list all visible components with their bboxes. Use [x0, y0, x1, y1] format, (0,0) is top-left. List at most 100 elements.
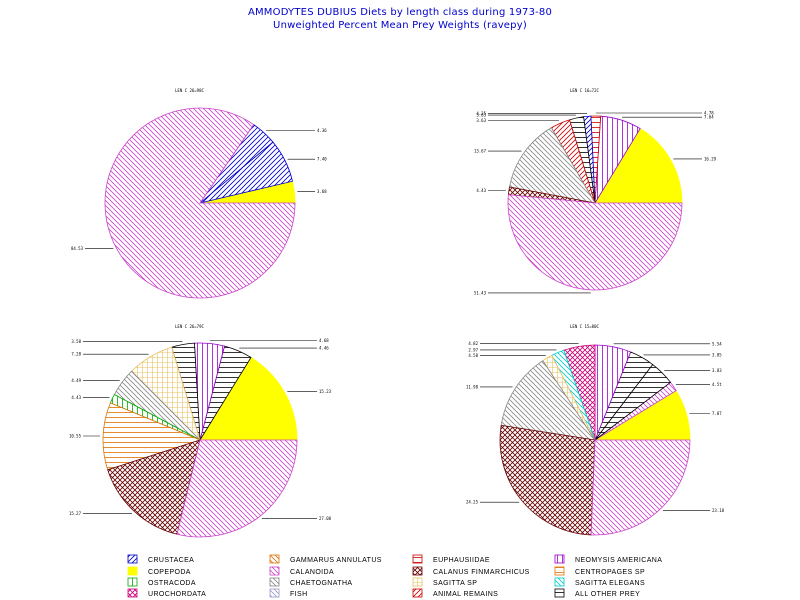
legend-label: CRUSTACEA	[148, 557, 194, 564]
legend-item-centropages: CENTROPAGES SP	[554, 566, 645, 576]
slice-value-label: 15.27	[69, 511, 82, 516]
slice-value-label: 4.46	[319, 346, 329, 351]
legend-item-fish: FISH	[269, 588, 308, 598]
legend-item-gammarus: GAMMARUS ANNULATUS	[269, 554, 382, 564]
legend-item-calanoida: CALANOIDA	[269, 566, 334, 576]
slice-value-label: 23.18	[712, 508, 725, 513]
pie-slice-calanus	[499, 424, 596, 536]
legend-label: CALANUS FINMARCHICUS	[433, 569, 530, 576]
legend-swatch	[127, 566, 138, 576]
legend-swatch	[127, 588, 138, 598]
legend-item-neomysis: NEOMYSIS AMERICANA	[554, 554, 662, 564]
legend-label: GAMMARUS ANNULATUS	[290, 557, 382, 564]
legend-swatch	[269, 577, 280, 587]
legend-swatch	[269, 588, 280, 598]
legend-label: SAGITTA SP	[433, 580, 477, 587]
legend-label: CENTROPAGES SP	[575, 569, 645, 576]
pie-chart-3: LEN C 26=79C 15.23 4.46 4.68 3.58 7.28 4.49 4.4…	[69, 324, 332, 538]
title-line-2: Unweighted Percent Mean Prey Weights (ra…	[273, 20, 527, 31]
pie-slice-chaetognatha	[500, 360, 596, 441]
legend-label: FISH	[290, 591, 308, 598]
slice-value-label: 4.68	[319, 338, 329, 343]
pie-slice-calanoida	[507, 194, 683, 291]
slice-value-label: 4.35	[476, 111, 486, 116]
slice-value-label: 16.29	[704, 156, 717, 161]
legend-swatch	[412, 577, 423, 587]
pie-slice-calanus	[107, 439, 201, 535]
slice-value-label: 7.28	[71, 352, 81, 357]
slice-value-label: 15.23	[319, 389, 332, 394]
legend-item-urochordata: UROCHORDATA	[127, 588, 206, 598]
legend-swatch	[127, 577, 138, 587]
slice-value-label: 4.5t	[712, 382, 722, 387]
slice-value-label: 7.87	[712, 411, 722, 416]
pies-group: LEN C 26=98C 3.68 7.40 4.36 84.53 LEN C 16=72…	[69, 88, 725, 538]
slice-value-label: 24.25	[466, 500, 479, 505]
legend-item-sagitta_sp: SAGITTA SP	[412, 577, 477, 587]
slice-value-label: 2.97	[468, 347, 478, 352]
legend-swatch	[412, 566, 423, 576]
legend: CRUSTACEA GAMMARUS ANNULATUS EUPHAUSIIDAE N…	[127, 554, 662, 598]
legend-swatch	[554, 554, 565, 564]
legend-swatch	[269, 554, 280, 564]
slice-value-label: 11.98	[466, 384, 479, 389]
slice-value-label: 7.64	[704, 115, 714, 120]
slice-value-label: 3.85	[712, 352, 722, 357]
chart-title: AMMODYTES DUBIUS Diets by length class d…	[0, 6, 800, 32]
title-line-1: AMMODYTES DUBIUS Diets by length class d…	[247, 7, 553, 18]
legend-label: COPEPODA	[148, 569, 191, 576]
slice-value-label: 7.40	[317, 157, 327, 162]
pie-slice-centropages	[102, 402, 202, 471]
legend-label: ALL OTHER PREY	[575, 591, 640, 598]
slice-value-label: 5.54	[712, 341, 722, 346]
slice-value-label: 3.68	[317, 189, 327, 194]
slice-value-label: 3.63	[476, 118, 486, 123]
pie-slice-calanoida	[590, 439, 691, 536]
pie-slice-copepoda	[199, 356, 298, 441]
slice-value-label: 84.53	[71, 246, 84, 251]
pie-slice-chaetognatha	[509, 127, 596, 204]
legend-item-animal_remains: ANIMAL REMAINS	[412, 588, 498, 598]
legend-item-all_other: ALL OTHER PREY	[554, 588, 640, 598]
legend-item-euphausiidae: EUPHAUSIIDAE	[412, 554, 490, 564]
slice-value-label: 4.78	[704, 111, 714, 116]
legend-label: SAGITTA ELEGANS	[575, 580, 645, 587]
pie-header: LEN C 26=98C	[175, 88, 204, 93]
legend-swatch	[269, 566, 280, 576]
slice-value-label: 4.43	[71, 395, 81, 400]
legend-label: UROCHORDATA	[148, 591, 206, 598]
slice-value-label: 4.82	[468, 341, 478, 346]
legend-label: OSTRACODA	[148, 580, 196, 587]
legend-item-calanus: CALANUS FINMARCHICUS	[412, 566, 530, 576]
legend-item-chaetognatha: CHAETOGNATHA	[269, 577, 353, 587]
slice-value-label: 4.43	[476, 188, 486, 193]
legend-label: CHAETOGNATHA	[290, 580, 353, 587]
legend-swatch	[412, 588, 423, 598]
legend-swatch	[412, 554, 423, 564]
legend-item-sagitta_elegans: SAGITTA ELEGANS	[554, 577, 645, 587]
pie-slice-calanoida	[104, 107, 296, 299]
pie-chart-4: LEN C 15=80C 7.87 4.5t 3.83 3.85 5.54 4.822.97…	[466, 324, 725, 536]
pie-chart-2: LEN C 16=72C16.297.644.784.353.633.6313.…	[474, 88, 717, 295]
legend-swatch	[127, 554, 138, 564]
pie-chart-1: LEN C 26=98C 3.68 7.40 4.36 84.53	[71, 88, 327, 299]
legend-swatch	[554, 566, 565, 576]
legend-label: EUPHAUSIIDAE	[433, 557, 490, 564]
legend-label: NEOMYSIS AMERICANA	[575, 557, 662, 564]
pie-slice-calanoida	[176, 439, 298, 538]
legend-label: CALANOIDA	[290, 569, 334, 576]
slice-value-label: 3.83	[712, 368, 722, 373]
slice-value-label: 4.49	[71, 378, 81, 383]
slice-value-label: 51.43	[474, 290, 487, 295]
legend-swatch	[554, 588, 565, 598]
legend-item-ostracoda: OSTRACODA	[127, 577, 196, 587]
slice-value-label: 4.36	[317, 128, 327, 133]
pie-header: LEN C 26=79C	[175, 324, 204, 329]
legend-swatch	[554, 577, 565, 587]
slice-value-label: 13.67	[474, 149, 487, 154]
legend-label: ANIMAL REMAINS	[433, 591, 498, 598]
slice-value-label: 10.55	[69, 433, 82, 438]
slice-value-label: 3.63	[476, 113, 486, 118]
slice-value-label: 27.08	[319, 516, 332, 521]
